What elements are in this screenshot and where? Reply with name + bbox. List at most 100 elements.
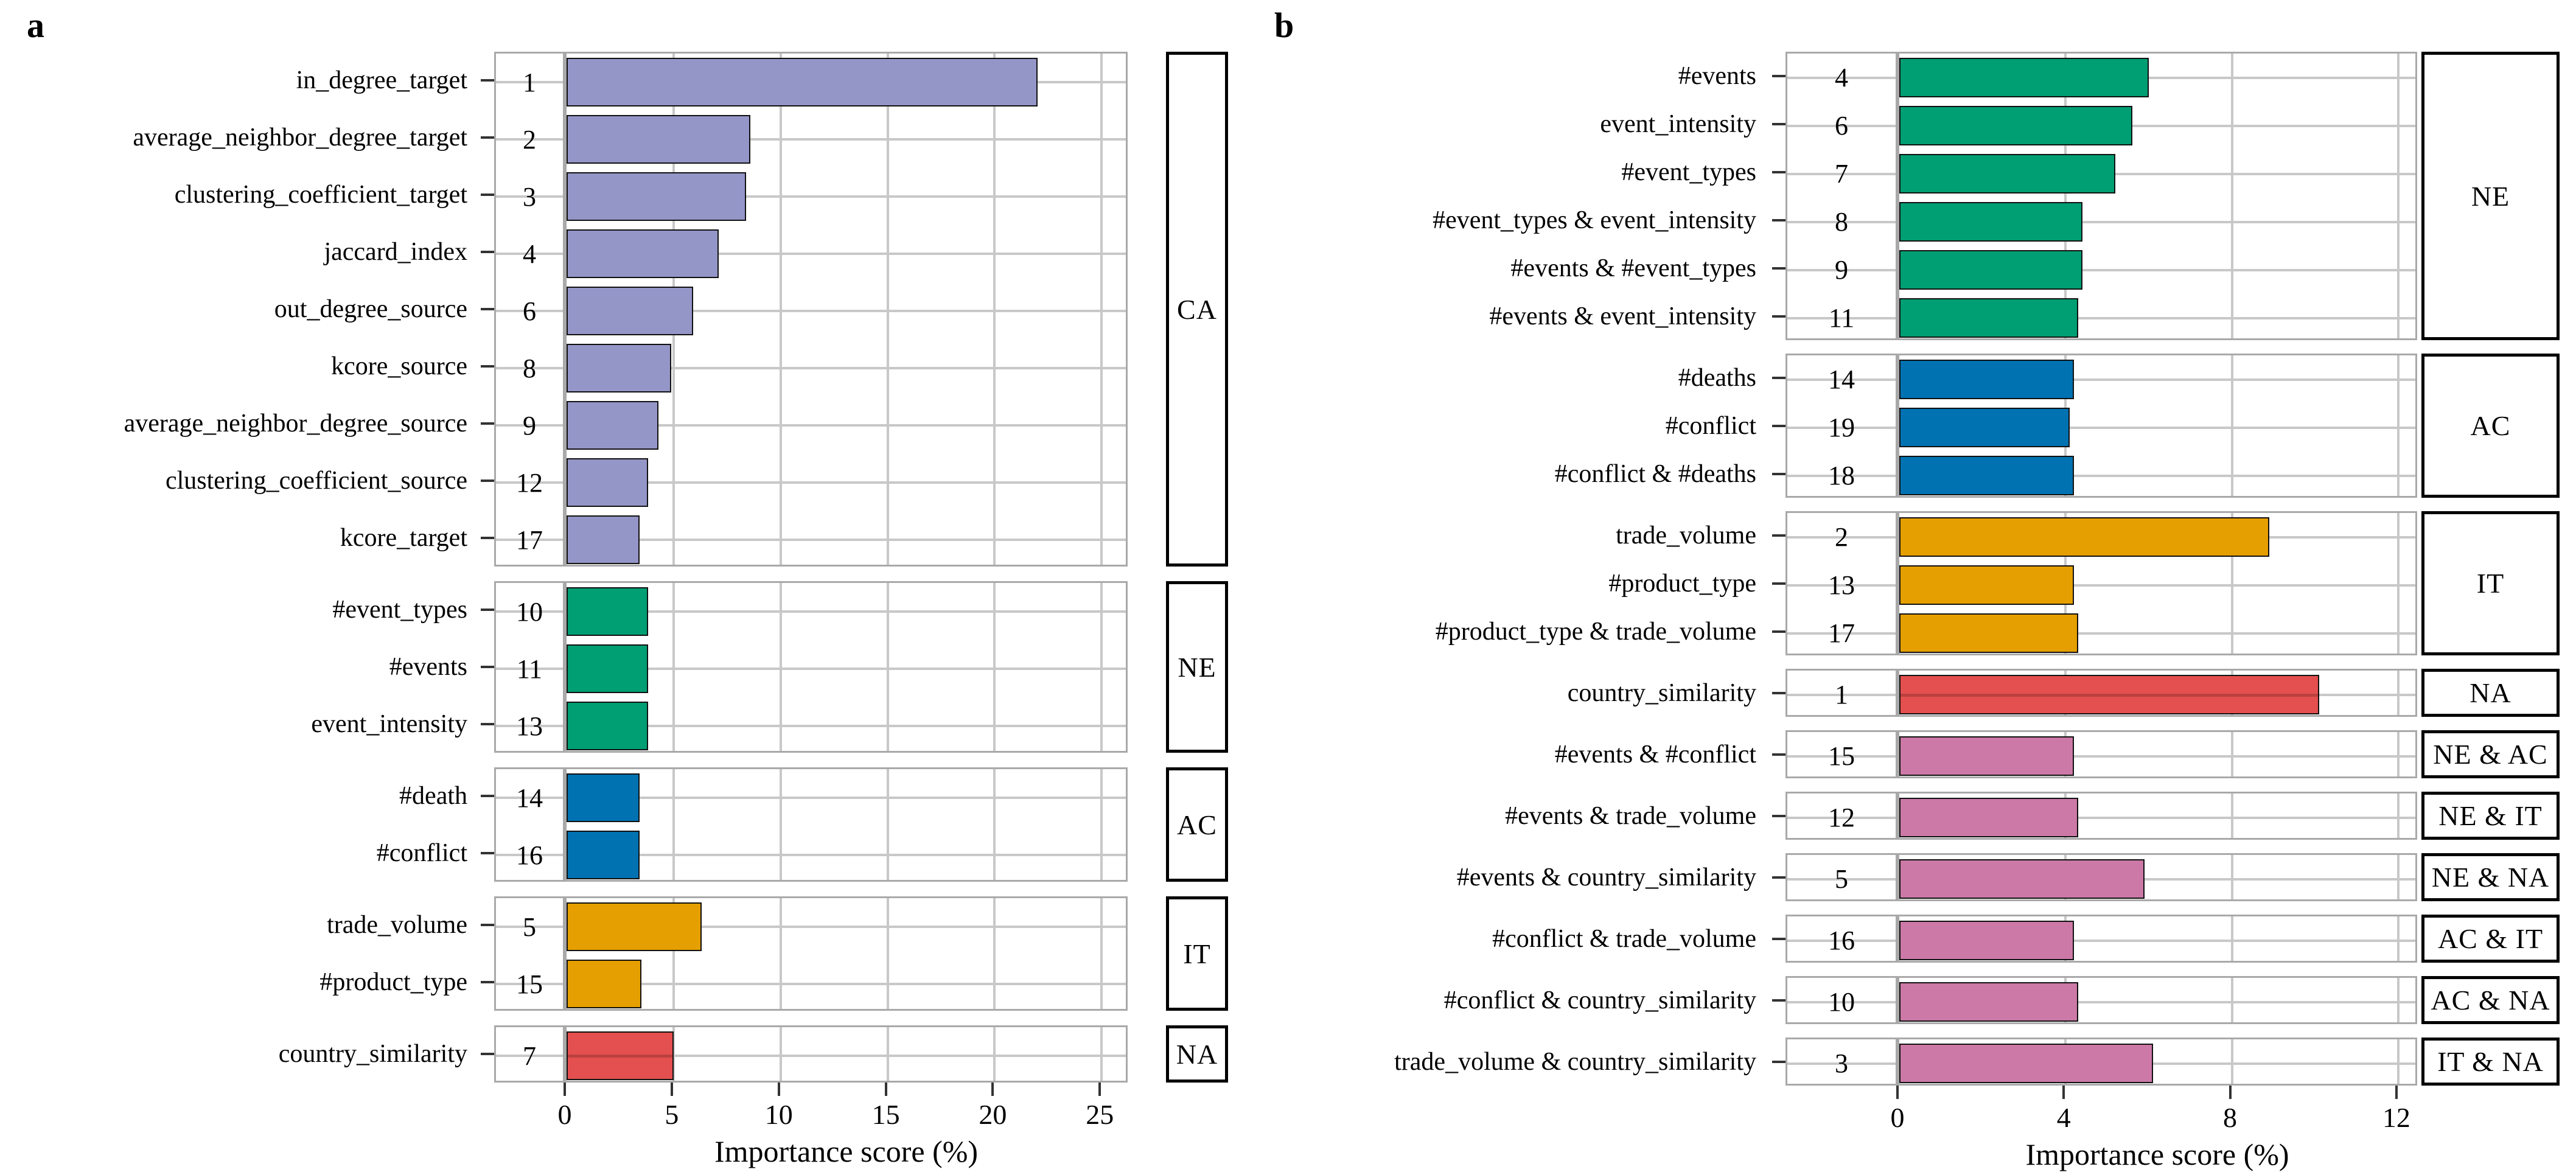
rank-number: 13 <box>1828 570 1855 600</box>
rank-number: 2 <box>1835 522 1848 552</box>
feature-label: #conflict <box>1665 411 1756 440</box>
bar-gridline-overlay <box>1901 693 2319 697</box>
x-gridline <box>672 769 675 880</box>
x-axis-tick-label: 5 <box>665 1099 679 1130</box>
x-axis-tick <box>884 1083 887 1096</box>
x-axis-tick-label: 12 <box>2382 1102 2410 1133</box>
facet-strip-label: AC & NA <box>2431 985 2550 1016</box>
rank-box-NA: 1 <box>1785 669 1897 717</box>
feature-label: average_neighbor_degree_target <box>133 124 467 152</box>
y-tick <box>1772 630 1785 633</box>
feature-label: clustering_coefficient_source <box>165 467 467 495</box>
x-gridline <box>1100 898 1103 1009</box>
rank-number: 14 <box>1828 365 1855 394</box>
facet-strip-label: AC & IT <box>2437 923 2544 954</box>
plot-area-AC & NA <box>1897 976 2417 1024</box>
x-gridline <box>2230 54 2233 338</box>
importance-bar <box>1899 517 2270 557</box>
importance-bar <box>1899 58 2149 97</box>
importance-bar <box>567 902 702 951</box>
feature-label: #conflict & #deaths <box>1554 459 1756 488</box>
y-gridline <box>1899 76 2415 79</box>
rank-gridline <box>496 983 563 985</box>
rank-box-AC & IT: 16 <box>1785 915 1897 963</box>
y-gridline <box>1899 378 2415 381</box>
x-gridline <box>779 1027 782 1081</box>
rank-box-IT & NA: 3 <box>1785 1038 1897 1086</box>
x-gridline <box>993 54 996 565</box>
y-gridline <box>567 610 1126 613</box>
facet-strip-CA: CA <box>1166 52 1228 567</box>
rank-number: 10 <box>516 596 543 627</box>
plot-area-AC <box>1897 354 2417 498</box>
facet-strip-NA: NA <box>1166 1025 1228 1083</box>
x-axis-tick <box>670 1083 673 1096</box>
x-axis-tick <box>1098 1083 1101 1096</box>
rank-gridline <box>496 539 563 541</box>
facet-strip-label: NA <box>2470 677 2511 708</box>
feature-label: trade_volume & country_similarity <box>1394 1047 1756 1076</box>
rank-number: 17 <box>516 525 543 555</box>
x-gridline <box>2396 978 2400 1022</box>
y-tick <box>481 1053 494 1055</box>
rank-gridline <box>496 481 563 484</box>
x-axis-tick <box>991 1083 994 1096</box>
rank-gridline <box>1787 1062 1896 1065</box>
importance-bar <box>1899 298 2078 338</box>
importance-bar <box>567 960 642 1008</box>
x-gridline <box>779 583 782 751</box>
facet-strip-AC: AC <box>2421 354 2560 498</box>
rank-box-NE: 10 11 13 <box>494 581 565 753</box>
y-tick <box>1772 814 1785 817</box>
feature-label: average_neighbor_degree_source <box>124 410 467 438</box>
rank-gridline <box>1787 693 1896 696</box>
rank-number: 12 <box>516 467 543 498</box>
importance-bar <box>567 831 640 879</box>
rank-gridline <box>496 797 563 799</box>
feature-label: out_degree_source <box>274 295 467 323</box>
y-tick <box>1772 424 1785 427</box>
importance-bar <box>1899 921 2074 960</box>
rank-number: 19 <box>1828 413 1855 442</box>
facet-strip-NE & AC: NE & AC <box>2421 730 2560 778</box>
plot-area-NE & AC <box>1897 730 2417 778</box>
importance-bar <box>567 587 648 636</box>
x-gridline <box>1100 769 1103 880</box>
feature-label: #deaths <box>1678 363 1756 392</box>
y-gridline <box>1899 1062 2415 1065</box>
x-gridline <box>672 898 675 1009</box>
facet-strip-NE & IT: NE & IT <box>2421 792 2560 840</box>
x-axis-tick-label: 0 <box>1890 1102 1905 1133</box>
x-gridline <box>672 583 675 751</box>
rank-box-NA: 7 <box>494 1025 565 1083</box>
plot-area-NE & IT <box>1897 792 2417 840</box>
rank-gridline <box>496 367 563 369</box>
x-axis-tick <box>777 1083 780 1096</box>
x-gridline <box>2396 355 2400 496</box>
y-gridline <box>567 253 1126 255</box>
feature-label: in_degree_target <box>296 66 467 94</box>
importance-bar <box>1899 736 2074 776</box>
rank-gridline <box>496 138 563 141</box>
x-axis-tick <box>2229 1086 2232 1099</box>
rank-gridline <box>496 310 563 312</box>
rank-gridline <box>496 253 563 255</box>
plot-area-NA <box>565 1025 1128 1083</box>
x-gridline <box>2230 1039 2233 1084</box>
facet-strip-label: IT & NA <box>2437 1046 2544 1077</box>
panel-b: b 4 6 7 8 9 11 #events event_intensity #event_ty… <box>1266 0 2576 1171</box>
rank-box-NE: 4 6 7 8 9 11 <box>1785 52 1897 340</box>
rank-number: 7 <box>523 1041 536 1071</box>
importance-bar <box>567 458 648 507</box>
facet-strip-label: NE <box>2471 180 2510 212</box>
y-tick <box>1772 472 1785 475</box>
importance-bar <box>567 58 1038 106</box>
y-tick <box>481 924 494 926</box>
x-axis-tick <box>2062 1086 2065 1099</box>
x-gridline <box>779 898 782 1009</box>
feature-label: #event_types <box>332 596 467 624</box>
rank-number: 2 <box>523 124 536 155</box>
x-gridline <box>993 769 996 880</box>
facet-strip-NA: NA <box>2421 669 2560 717</box>
